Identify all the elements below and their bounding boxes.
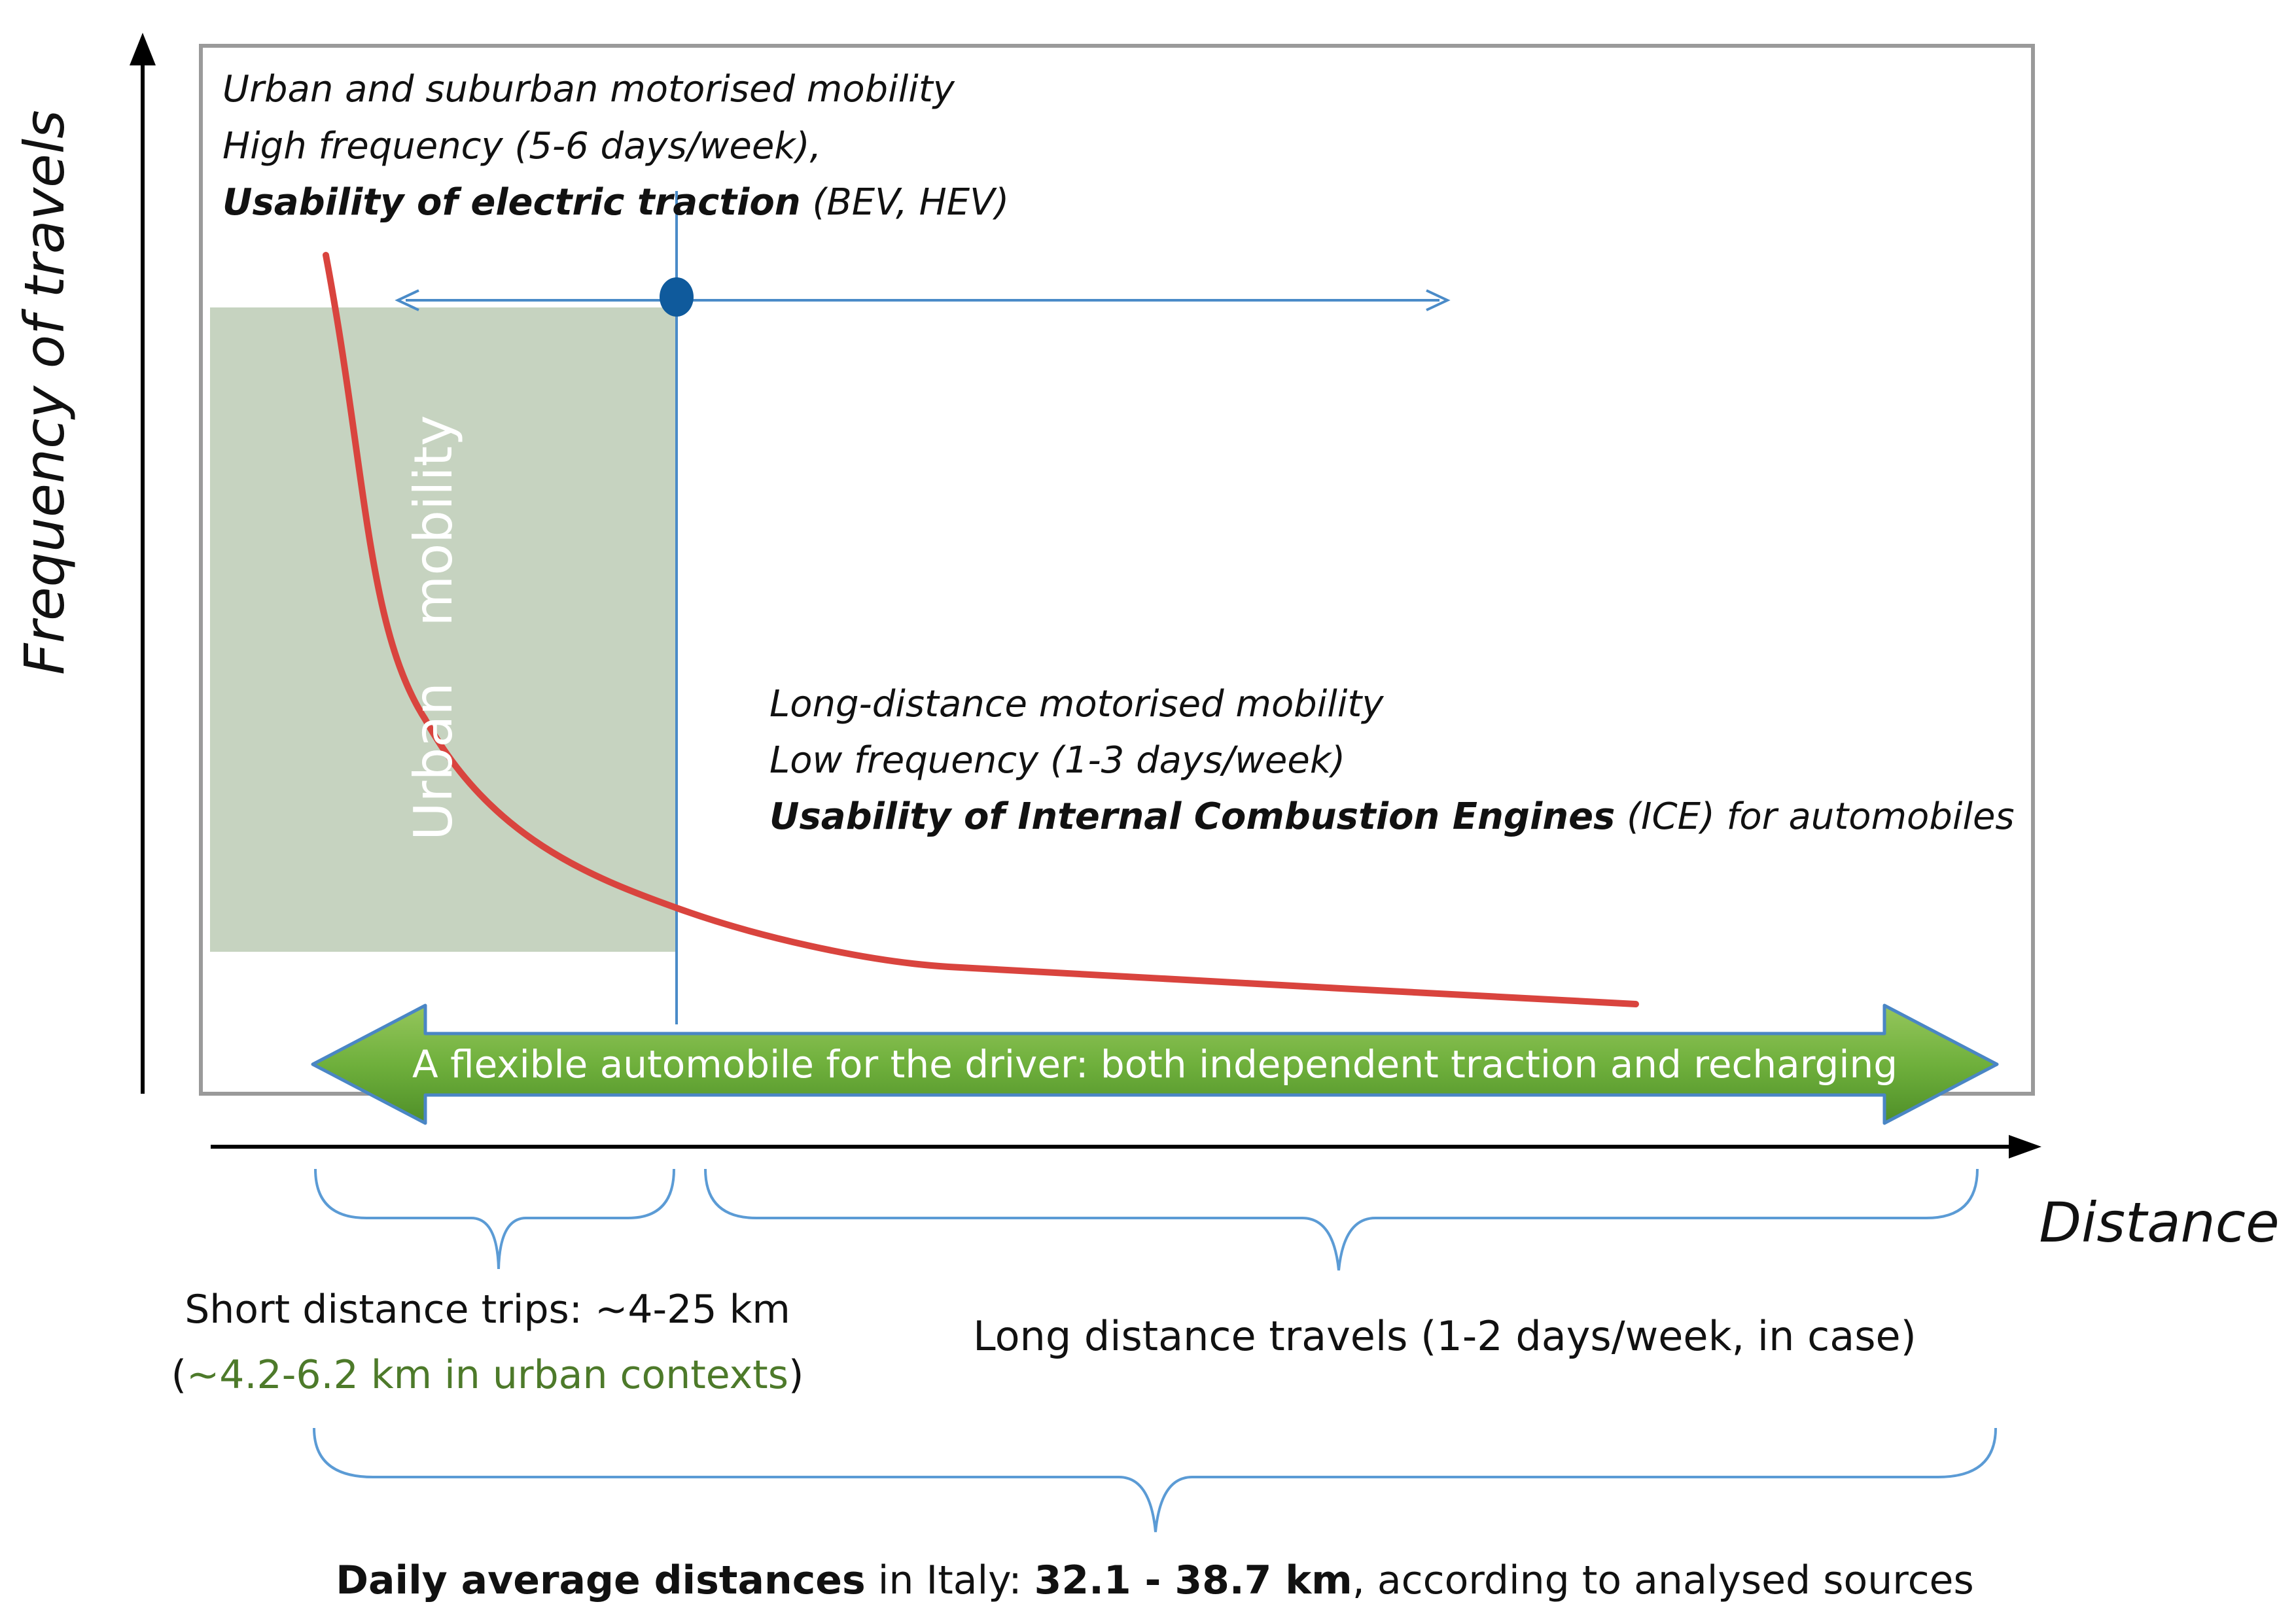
short-distance-line1: Short distance trips: ~4-25 km [185, 1287, 790, 1332]
daily-average-footer: Daily average distances in Italy: 32.1 -… [336, 1558, 1973, 1603]
short-distance-close-paren: ) [788, 1352, 804, 1398]
urban-mobility-label: Urban mobility [403, 415, 464, 841]
short-distance-bracket [314, 1168, 675, 1270]
range-right-arrowhead [1426, 289, 1451, 311]
urban-title-line3-rest: (BEV, HEV) [801, 181, 1010, 224]
short-distance-open-paren: ( [171, 1352, 186, 1398]
x-axis-label: Distance [2039, 1191, 2279, 1255]
footer-bold-range: 32.1 - 38.7 km [1034, 1558, 1352, 1603]
long-distance-bracket [704, 1168, 1979, 1271]
long-distance-line3-rest: (ICE) for automobiles [1615, 795, 2014, 838]
short-distance-line2: (~4.2-6.2 km in urban contexts) [171, 1352, 804, 1398]
flexible-automobile-arrow [311, 1003, 1999, 1125]
urban-mobility-region [210, 307, 677, 952]
intersection-marker [660, 277, 694, 317]
footer-bold-phrase: Daily average distances [336, 1558, 865, 1603]
long-distance-line3: Usability of Internal Combustion Engines… [769, 795, 2015, 838]
long-distance-line3-bold: Usability of Internal Combustion Engines [769, 795, 1615, 838]
frequency-curve [323, 252, 1639, 1007]
x-axis-arrowhead [2009, 1135, 2041, 1158]
mobility-word: mobility [403, 415, 464, 627]
y-axis-label: Frequency of travels [12, 110, 77, 675]
urban-title-line3: Usability of electric traction (BEV, HEV… [222, 181, 1009, 224]
urban-title-line2: High frequency (5-6 days/week), [222, 125, 821, 167]
flexible-automobile-label: A flexible automobile for the driver: bo… [412, 1042, 1898, 1087]
short-distance-urban-range: ~4.2-6.2 km in urban contexts [186, 1352, 788, 1398]
footer-text-2: , according to analysed sources [1352, 1558, 1974, 1603]
footer-text-1: in Italy: [866, 1558, 1034, 1603]
long-distance-line1: Long-distance motorised mobility [769, 683, 1384, 725]
long-distance-travels-label: Long distance travels (1-2 days/week, in… [973, 1312, 1916, 1360]
daily-average-bracket [313, 1427, 1997, 1533]
urban-title-line3-bold: Usability of electric traction [222, 181, 801, 224]
long-distance-line2: Low frequency (1-3 days/week) [769, 739, 1345, 782]
urban-word: Urban [403, 682, 464, 841]
urban-title-line1: Urban and suburban motorised mobility [222, 68, 955, 111]
y-axis-arrowhead [130, 33, 156, 65]
range-left-arrowhead [395, 289, 419, 311]
